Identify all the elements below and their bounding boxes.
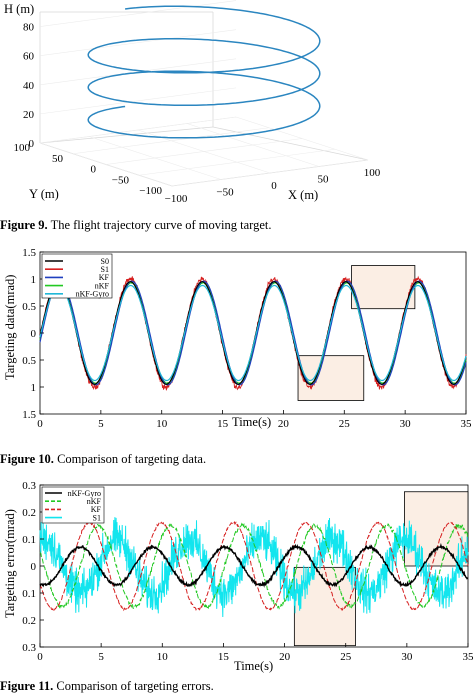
figure-10-caption: Figure 10. Comparison of targeting data.	[0, 452, 206, 467]
x-tick-label: 35	[463, 651, 474, 663]
z-tick-label: 20	[23, 109, 35, 121]
y-tick-label: 0.2	[22, 615, 36, 627]
zoom-box	[298, 356, 364, 401]
x-tick-label: 25	[340, 651, 352, 663]
x-tick-label: 5	[98, 418, 104, 430]
legend-label: nKF-Gyro	[76, 290, 109, 299]
x-tick-label: 25	[339, 418, 351, 430]
x-tick-label: 5	[98, 651, 104, 663]
x-tick-label: 0	[37, 651, 43, 663]
y-tick-label: 0.1	[22, 588, 36, 600]
x-tick-label: 50	[318, 174, 330, 186]
helix-series	[88, 6, 320, 138]
x-tick-label: 10	[157, 651, 169, 663]
y-tick-label: −100	[139, 185, 162, 197]
y-axis-label: Y (m)	[29, 187, 59, 201]
y-tick-label: 0.2	[22, 507, 36, 519]
x-axis-label: Time(s)	[232, 415, 271, 429]
caption-label: Figure 11.	[0, 679, 53, 693]
grid-line	[40, 88, 236, 114]
y-tick-label: 1	[31, 274, 37, 286]
caption-text: The flight trajectory curve of moving ta…	[48, 218, 272, 232]
x-axis-label: X (m)	[288, 188, 318, 202]
zoom-box	[352, 266, 415, 309]
x-tick-label: 35	[461, 418, 473, 430]
y-axis-label: Targeting data(mrad)	[3, 275, 17, 380]
figure-9-caption: Figure 9. The flight trajectory curve of…	[0, 218, 271, 233]
z-tick-label: 80	[23, 22, 35, 34]
y-tick-label: 0.3	[22, 480, 36, 492]
grid-line	[40, 30, 236, 56]
x-tick-label: 15	[218, 651, 230, 663]
caption-text: Comparison of targeting errors.	[53, 679, 214, 693]
y-tick-label: 0.1	[22, 534, 36, 546]
series-s1	[40, 517, 468, 617]
x-tick-label: 0	[37, 418, 43, 430]
plot3d-grid	[40, 1, 368, 186]
caption-text: Comparison of targeting data.	[54, 452, 206, 466]
z-tick-label: 60	[23, 51, 35, 63]
x-tick-label: 10	[156, 418, 168, 430]
z-tick-label: 40	[23, 80, 35, 92]
caption-label: Figure 10.	[0, 452, 54, 466]
grid-line	[40, 1, 236, 27]
x-tick-label: −100	[165, 193, 188, 205]
series-group	[40, 517, 468, 617]
y-tick-label: 50	[52, 153, 64, 165]
y-tick-label: 0.3	[22, 642, 36, 654]
y-tick-label: 0.5	[22, 355, 36, 367]
x-tick-label: 100	[364, 167, 381, 179]
x-tick-label: −50	[216, 187, 234, 199]
y-tick-label: 1	[31, 382, 37, 394]
y-tick-label: 0	[91, 164, 97, 176]
x-tick-label: 30	[401, 651, 413, 663]
legend-label: S1	[93, 513, 101, 522]
x-tick-label: 20	[278, 418, 290, 430]
y-tick-label: 1.5	[22, 409, 36, 421]
x-tick-label: 0	[271, 180, 277, 192]
y-tick-label: 100	[14, 142, 31, 154]
x-axis-label: Time(s)	[234, 659, 273, 673]
y-tick-label: 0.5	[22, 301, 36, 313]
x-tick-label: 15	[217, 418, 229, 430]
caption-label: Figure 9.	[0, 218, 48, 232]
z-axis-label: H (m)	[4, 2, 34, 16]
x-tick-label: 20	[279, 651, 291, 663]
x-tick-label: 30	[400, 418, 412, 430]
y-tick-label: 0	[31, 328, 37, 340]
y-tick-label: −50	[112, 174, 130, 186]
y-tick-label: 0	[31, 561, 37, 573]
y-tick-label: 1.5	[22, 247, 36, 259]
y-axis-label: Targeting error(mrad)	[3, 509, 17, 618]
